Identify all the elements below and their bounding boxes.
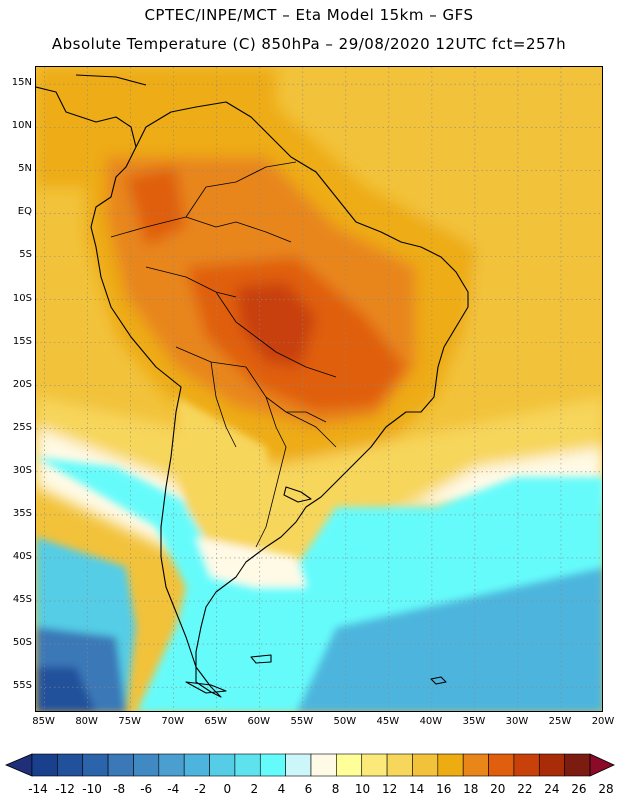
lat-label: 15N <box>11 77 32 89</box>
colorbar-tick-label: 22 <box>517 782 533 796</box>
lat-label: 15S <box>12 335 32 347</box>
lat-label: 35S <box>12 507 32 519</box>
colorbar-cell <box>107 753 134 777</box>
lat-label: 55S <box>12 680 32 692</box>
field-cyan-east <box>296 567 602 711</box>
colorbar-tick-label: -2 <box>194 782 207 796</box>
colorbar-cell <box>437 753 464 777</box>
colorbar-tick-label: 20 <box>490 782 506 796</box>
colorbar-tick-label: 14 <box>409 782 425 796</box>
colorbar-cell <box>336 753 363 777</box>
lon-label: 70W <box>161 716 184 727</box>
falkland-islands <box>250 654 272 664</box>
colorbar-cell <box>31 753 58 777</box>
lat-label: 20S <box>12 378 32 390</box>
lon-label: 25W <box>548 716 572 727</box>
graticule <box>36 67 602 711</box>
lat-label: 5N <box>18 163 32 175</box>
colorbar-tick-label: -8 <box>113 782 126 796</box>
colorbar-cell <box>234 753 261 777</box>
field-yellow-band <box>36 397 602 587</box>
colorbar-cell <box>513 753 540 777</box>
colorbar-tick-label: 0 <box>223 782 232 796</box>
lon-label: 50W <box>333 716 357 727</box>
lon-label: 85W <box>32 716 55 727</box>
lat-label: 45S <box>12 594 32 606</box>
lat-label: 30S <box>12 464 32 476</box>
colorbar-tick-label: 12 <box>381 782 398 796</box>
lat-label: 25S <box>12 421 32 433</box>
colorbar-tick-label: -6 <box>140 782 153 796</box>
colorbar-tick-label: -14 <box>28 782 48 796</box>
colorbar-cell <box>183 753 210 777</box>
colorbar-tick-label: 6 <box>304 782 313 796</box>
lat-label: 50S <box>12 637 32 649</box>
colorbar-tick-label: -4 <box>167 782 180 796</box>
colorbar-tick-label: 4 <box>277 782 286 796</box>
lat-label: 10S <box>12 292 32 304</box>
lon-label: 30W <box>505 716 529 727</box>
lat-label: 10N <box>11 120 32 132</box>
colorbar-cell <box>133 753 160 777</box>
colorbar-under-arrow <box>4 753 33 777</box>
colorbar-cell <box>158 753 185 777</box>
lat-label: 5S <box>19 249 32 261</box>
field-core-hottest <box>236 282 316 367</box>
map-title-line1: CPTEC/INPE/MCT – Eta Model 15km – GFS <box>144 6 474 24</box>
colorbar-cell <box>259 753 286 777</box>
map-frame <box>35 66 603 712</box>
lon-label: 65W <box>204 716 228 727</box>
lon-label: 45W <box>376 716 400 727</box>
colorbar-cell <box>82 753 109 777</box>
colorbar-cell <box>310 753 337 777</box>
colorbar-cell <box>412 753 439 777</box>
lat-label: 40S <box>12 550 32 562</box>
lon-label: 35W <box>462 716 486 727</box>
lon-label: 80W <box>75 716 98 727</box>
colorbar-tick-label: 10 <box>354 782 371 796</box>
colorbar-tick-label: -10 <box>82 782 102 796</box>
colorbar-cell <box>285 753 312 777</box>
map-title-line2: Absolute Temperature (C) 850hPa – 29/08/… <box>51 35 567 53</box>
colorbar-cell <box>209 753 236 777</box>
colorbar-cell <box>57 753 84 777</box>
colorbar-cell <box>462 753 489 777</box>
field-argentina-warm <box>176 397 276 577</box>
field-patagonia-band <box>196 537 306 587</box>
temperature-map <box>36 67 602 711</box>
tierra-del-fuego <box>185 681 227 694</box>
colorbar-tick-label: 26 <box>571 782 587 796</box>
colorbar-tick-label: 24 <box>544 782 560 796</box>
colorbar-over-arrow <box>589 753 615 777</box>
colorbar-cell <box>386 753 413 777</box>
lon-label: 55W <box>290 716 314 727</box>
colorbar-cell <box>361 753 388 777</box>
country-borders <box>110 161 337 548</box>
colorbar-cell <box>564 753 591 777</box>
lon-label: 75W <box>118 716 141 727</box>
colorbar-cell <box>538 753 565 777</box>
coastline <box>36 74 469 698</box>
colorbar <box>4 753 615 777</box>
field-nw-hot <box>126 167 186 247</box>
colorbar-tick-label: 16 <box>436 782 452 796</box>
lon-label: 60W <box>247 716 271 727</box>
lon-label: 20W <box>591 716 615 727</box>
south-america-coast <box>90 101 469 698</box>
lat-label: EQ <box>17 206 32 218</box>
colorbar-tick-label: 8 <box>331 782 340 796</box>
colorbar-cell <box>488 753 515 777</box>
colorbar-tick-label: -12 <box>55 782 75 796</box>
colorbar-tick-label: 18 <box>463 782 479 796</box>
field-blue-deep <box>36 667 96 711</box>
colorbar-tick-label: 28 <box>598 782 614 796</box>
colorbar-tick-label: 2 <box>250 782 259 796</box>
lon-label: 40W <box>419 716 443 727</box>
